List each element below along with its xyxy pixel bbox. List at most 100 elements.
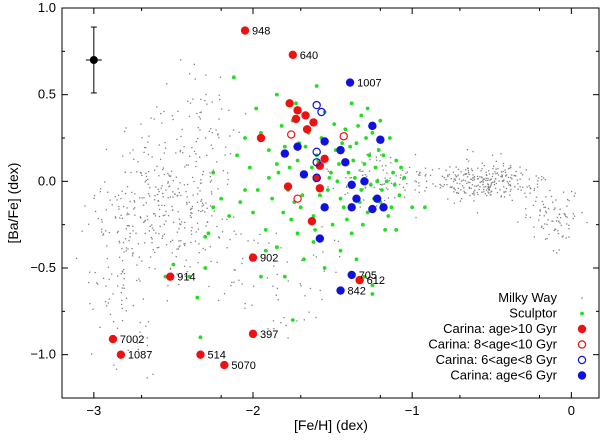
milky-way-point xyxy=(477,167,479,169)
milky-way-point xyxy=(117,285,119,287)
milky-way-point xyxy=(206,103,208,105)
milky-way-point xyxy=(124,192,127,195)
milky-way-point xyxy=(132,252,134,254)
milky-way-point xyxy=(161,185,163,187)
milky-way-point xyxy=(186,196,188,198)
milky-way-point xyxy=(387,197,390,199)
milky-way-point xyxy=(193,150,196,153)
milky-way-point xyxy=(123,251,125,253)
milky-way-point xyxy=(385,187,388,189)
milky-way-point xyxy=(406,183,408,185)
milky-way-point xyxy=(210,128,212,130)
milky-way-point xyxy=(471,177,474,179)
milky-way-point xyxy=(562,191,565,193)
sculptor-point xyxy=(345,217,349,222)
milky-way-point xyxy=(148,135,150,137)
milky-way-point xyxy=(197,187,199,189)
milky-way-point xyxy=(97,217,99,220)
sculptor-point xyxy=(340,141,345,146)
carina-young-point xyxy=(376,135,385,144)
milky-way-point xyxy=(463,190,465,192)
milky-way-point xyxy=(514,186,516,188)
sculptor-point xyxy=(354,141,359,146)
sculptor-point xyxy=(341,205,346,210)
milky-way-point xyxy=(217,299,220,302)
milky-way-point xyxy=(540,226,543,228)
milky-way-point xyxy=(466,158,468,161)
milky-way-point xyxy=(176,195,178,197)
milky-way-point xyxy=(109,313,112,316)
milky-way-point xyxy=(118,208,120,210)
carina-young-point xyxy=(368,121,377,131)
milky-way-point xyxy=(128,225,130,227)
sculptor-point xyxy=(279,123,284,128)
milky-way-point xyxy=(482,183,484,186)
milky-way-point xyxy=(133,201,136,203)
milky-way-point xyxy=(216,225,218,228)
milky-way-point xyxy=(75,257,78,259)
milky-way-point xyxy=(108,278,110,281)
milky-way-point xyxy=(148,230,151,232)
milky-way-point xyxy=(217,133,219,135)
milky-way-point xyxy=(485,189,488,191)
milky-way-point xyxy=(233,269,235,271)
milky-way-point xyxy=(121,190,123,192)
milky-way-point xyxy=(132,304,135,307)
milky-way-point xyxy=(559,222,561,224)
milky-way-point xyxy=(198,243,200,245)
milky-way-point xyxy=(557,232,560,235)
milky-way-point xyxy=(199,156,201,158)
milky-way-point xyxy=(471,170,474,172)
milky-way-point xyxy=(495,182,497,185)
milky-way-point xyxy=(232,129,235,131)
milky-way-point xyxy=(168,185,170,188)
milky-way-point xyxy=(460,180,463,182)
milky-way-point xyxy=(380,154,382,156)
milky-way-point xyxy=(544,238,547,240)
milky-way-point xyxy=(581,211,583,214)
milky-way-point xyxy=(513,175,515,177)
plot-frame xyxy=(61,7,600,399)
sculptor-point xyxy=(302,257,306,262)
milky-way-point xyxy=(101,221,103,223)
milky-way-point xyxy=(308,311,310,313)
carina-young-point xyxy=(320,137,329,146)
milky-way-point xyxy=(465,173,467,175)
milky-way-point xyxy=(190,212,192,214)
milky-way-point xyxy=(147,141,149,143)
milky-way-point xyxy=(180,223,182,226)
milky-way-point xyxy=(466,182,468,184)
milky-way-point xyxy=(172,118,174,121)
carina-young-point xyxy=(336,286,345,295)
milky-way-point xyxy=(126,186,129,188)
milky-way-point xyxy=(104,181,106,183)
sculptor-point xyxy=(295,231,300,236)
milky-way-point xyxy=(141,137,143,139)
milky-way-point xyxy=(419,174,421,176)
milky-way-point xyxy=(283,317,285,319)
sculptor-point xyxy=(354,257,359,262)
milky-way-point xyxy=(573,195,576,197)
milky-way-point xyxy=(483,191,485,193)
milky-way-point xyxy=(108,298,110,300)
y-tick-label: −1.0 xyxy=(30,347,56,362)
milky-way-point xyxy=(414,180,416,182)
star-label: 640 xyxy=(300,50,318,62)
milky-way-point xyxy=(488,192,490,194)
milky-way-point xyxy=(379,188,381,190)
milky-way-point xyxy=(244,307,246,309)
milky-way-point xyxy=(168,215,170,217)
sculptor-point xyxy=(375,179,380,184)
carina-old-point xyxy=(108,334,118,344)
sculptor-point xyxy=(267,148,271,153)
milky-way-point xyxy=(227,172,229,174)
milky-way-point xyxy=(144,219,146,222)
milky-way-point xyxy=(272,285,274,287)
milky-way-point xyxy=(175,176,177,178)
milky-way-point xyxy=(118,205,120,208)
milky-way-point xyxy=(558,221,560,223)
milky-way-point xyxy=(206,221,208,223)
legend-label: Carina: 8<age<10 Gyr xyxy=(428,337,557,352)
milky-way-point xyxy=(170,175,172,177)
milky-way-point xyxy=(337,240,340,243)
